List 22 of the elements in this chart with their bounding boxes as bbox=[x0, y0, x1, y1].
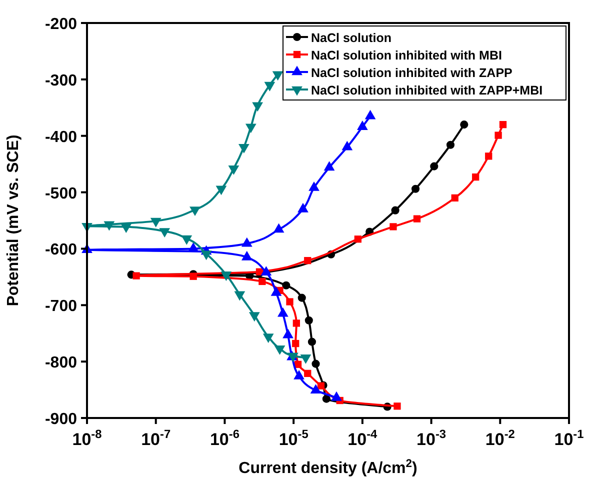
y-tick-label: -200 bbox=[44, 16, 78, 33]
x-tick-label: 10$^{-8}$ bbox=[72, 427, 102, 449]
y-tick-label: -900 bbox=[44, 411, 78, 428]
x-tick-label: 10$^{-7}$ bbox=[141, 427, 171, 449]
legend-label: NaCl solution inhibited with ZAPP+MBI bbox=[311, 84, 543, 98]
x-tick-label: 10$^{-5}$ bbox=[278, 427, 309, 449]
y-tick-label: -400 bbox=[44, 128, 78, 146]
y-tick-label: -300 bbox=[44, 72, 78, 90]
legend-label: NaCl solution bbox=[311, 31, 392, 45]
y-tick-label: -600 bbox=[44, 242, 78, 259]
y-tick-label: -800 bbox=[44, 354, 78, 372]
x-axis-title: Current density (A/cm$^{2}$) bbox=[238, 458, 418, 477]
legend-label: NaCl solution inhibited with MBI bbox=[311, 48, 502, 62]
x-tick-label: 10$^{-2}$ bbox=[485, 427, 516, 449]
x-tick-label: 10$^{-6}$ bbox=[210, 427, 240, 449]
x-tick-label: 10$^{-4}$ bbox=[348, 427, 378, 449]
legend-label: NaCl solution inhibited with ZAPP bbox=[311, 66, 512, 80]
x-tick-label: 10$^{-3}$ bbox=[416, 427, 446, 449]
x-tick-label: 10$^{-1}$ bbox=[554, 427, 584, 449]
y-tick-label: -700 bbox=[44, 298, 78, 316]
y-tick-label: -500 bbox=[44, 185, 78, 202]
y-axis-title: Potential (mV vs. SCE) bbox=[5, 134, 22, 306]
